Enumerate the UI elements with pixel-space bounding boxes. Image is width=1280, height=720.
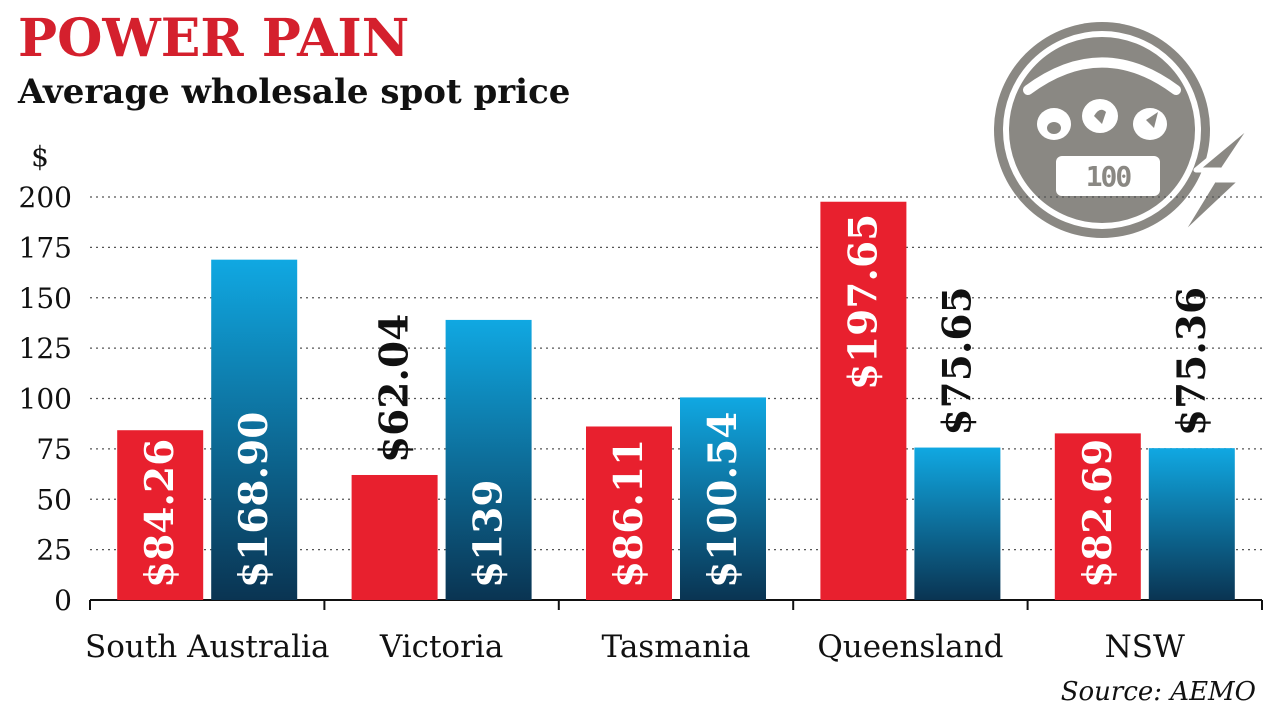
bar-value-label: $139 (466, 479, 512, 588)
y-tick-label: 25 (36, 534, 72, 567)
y-tick-label: 100 (19, 383, 72, 416)
bar-value-label: $62.04 (372, 314, 418, 463)
y-tick-label: 0 (54, 584, 72, 617)
y-axis-unit-label: $ (31, 140, 49, 173)
bar-blue (1148, 448, 1235, 600)
bar-blue (914, 447, 1001, 600)
bar-value-label: $82.69 (1075, 439, 1121, 588)
bar-value-label: $100.54 (700, 412, 746, 588)
bar-blue (211, 259, 298, 600)
chart-subtitle: Average wholesale spot price (18, 72, 571, 112)
bar-red (586, 426, 672, 600)
bar-value-label: $86.11 (606, 439, 652, 588)
y-tick-label: 75 (36, 433, 72, 466)
bar-red (117, 430, 204, 600)
x-category-label: Queensland (817, 629, 1003, 665)
x-category-label: South Australia (85, 629, 329, 665)
bar-red (820, 201, 907, 601)
source-note: Source: AEMO (1060, 677, 1256, 707)
electricity-meter-icon: 100 (994, 22, 1259, 245)
chart-title: POWER PAIN (18, 8, 410, 69)
bar-blue (445, 319, 532, 600)
bar-value-label: $84.26 (137, 439, 183, 588)
y-tick-label: 150 (19, 282, 72, 315)
y-tick-label: 175 (19, 231, 72, 264)
bar-blue (680, 397, 766, 600)
bar-value-label: $168.90 (231, 412, 277, 588)
y-tick-label: 125 (19, 332, 72, 365)
y-tick-label: 50 (36, 483, 72, 516)
bar-red (1054, 433, 1141, 600)
meter-readout: 100 (1086, 160, 1132, 193)
y-tick-label: 200 (19, 181, 72, 214)
bar-value-label: $75.36 (1169, 287, 1215, 436)
bar-value-label: $197.65 (840, 214, 886, 390)
x-category-label: Tasmania (602, 629, 751, 665)
x-category-label: Victoria (379, 629, 503, 665)
x-category-label: NSW (1105, 629, 1185, 665)
bar-red (351, 474, 438, 600)
bar-value-label: $75.65 (934, 286, 980, 435)
